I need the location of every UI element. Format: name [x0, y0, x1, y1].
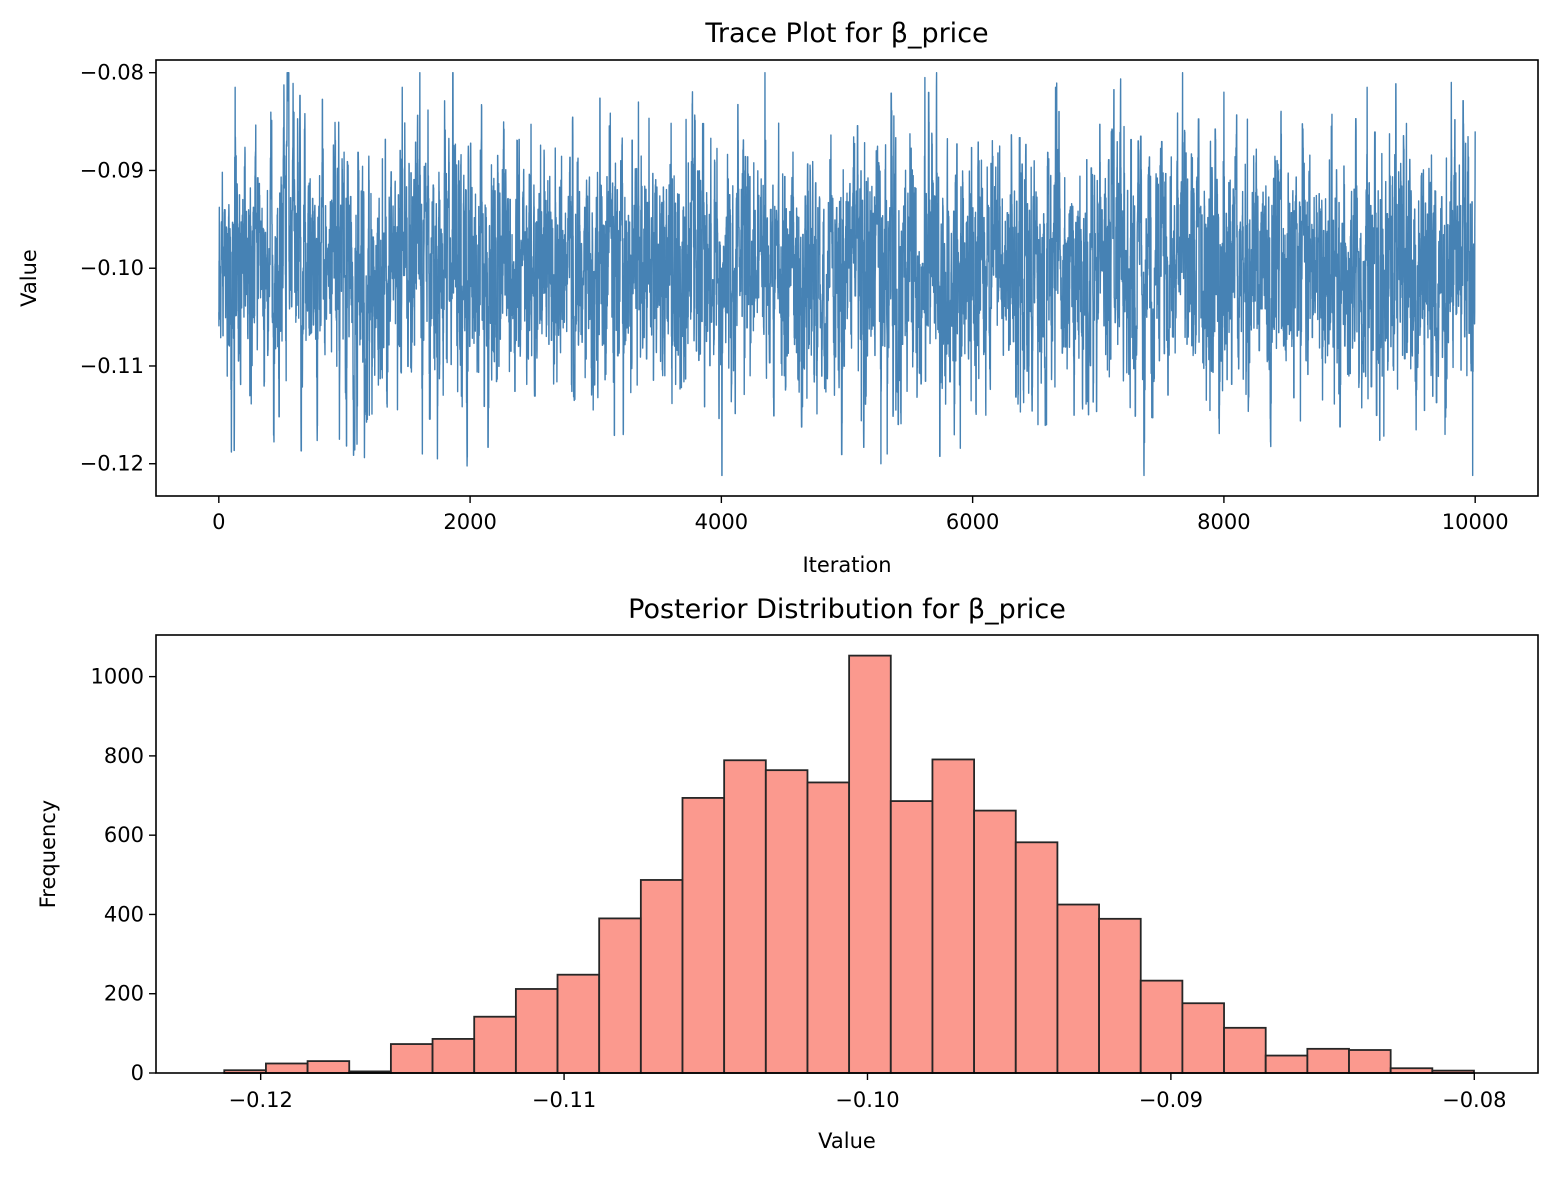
histogram-frame [155, 634, 1539, 1074]
trace-x-tick-label: 8000 [1197, 510, 1250, 534]
histogram-bar [1348, 1049, 1392, 1074]
histogram-y-axis-label: Frequency [36, 800, 60, 909]
histogram-bar [265, 1062, 309, 1074]
histogram-bar [306, 1060, 351, 1074]
histogram-bar [431, 1038, 476, 1074]
histogram-y-tick-label: 200 [104, 982, 144, 1006]
trace-plot-title: Trace Plot for β_price [704, 18, 988, 49]
histogram-bar [931, 758, 976, 1074]
trace-x-axis: 0 2000 4000 6000 8000 10000 [212, 496, 1509, 534]
trace-x-axis-label: Iteration [802, 553, 891, 577]
histogram-bar [556, 973, 601, 1074]
histogram-bar [848, 654, 892, 1074]
trace-y-axis: −0.12 −0.11 −0.10 −0.09 −0.08 [80, 61, 156, 476]
histogram-bar [473, 1015, 517, 1074]
histogram-x-tick-label: −0.11 [532, 1088, 596, 1112]
histogram-plot: Posterior Distribution for β_price −0.12… [36, 594, 1539, 1153]
histogram-y-axis: 0 200 400 600 800 1000 [91, 665, 156, 1085]
trace-x-tick-label: 10000 [1442, 510, 1509, 534]
histogram-bar [1139, 979, 1184, 1074]
histogram-x-tick-label: −0.10 [835, 1088, 899, 1112]
trace-x-tick-label: 0 [212, 510, 225, 534]
histogram-x-axis: −0.12 −0.11 −0.10 −0.09 −0.08 [228, 1073, 1506, 1112]
trace-plot: Trace Plot for β_price 0 2000 4000 6000 8000… [17, 18, 1539, 577]
trace-series-line [218, 72, 1476, 477]
trace-y-tick-label: −0.10 [80, 256, 144, 280]
histogram-title: Posterior Distribution for β_price [628, 594, 1066, 625]
histogram-bar [1223, 1026, 1267, 1074]
histogram-bar [973, 809, 1017, 1074]
histogram-bar [514, 988, 559, 1074]
trace-x-tick-label: 2000 [443, 510, 496, 534]
trace-plot-frame [155, 59, 1539, 497]
histogram-y-tick-label: 1000 [91, 665, 144, 689]
trace-y-tick-label: −0.12 [80, 452, 144, 476]
histogram-bar [1014, 841, 1059, 1074]
trace-y-axis-label: Value [17, 249, 41, 307]
histogram-y-tick-label: 0 [131, 1061, 144, 1085]
histogram-bar [806, 781, 851, 1074]
trace-y-tick-label: −0.08 [80, 61, 144, 85]
histogram-x-tick-label: −0.12 [228, 1088, 292, 1112]
histogram-x-tick-label: −0.09 [1139, 1088, 1203, 1112]
histogram-bar [889, 800, 934, 1074]
histogram-y-tick-label: 600 [104, 823, 144, 847]
histogram-y-tick-label: 800 [104, 744, 144, 768]
histogram-bar [639, 879, 684, 1074]
histogram-bar [1056, 903, 1100, 1074]
histogram-bars [223, 654, 1475, 1074]
histogram-bar [1181, 1002, 1225, 1074]
trace-x-tick-label: 4000 [695, 510, 748, 534]
trace-y-tick-label: −0.09 [80, 158, 144, 182]
histogram-bar [1098, 917, 1142, 1074]
histogram-bar [764, 769, 809, 1074]
histogram-bar [389, 1043, 434, 1074]
histogram-x-axis-label: Value [818, 1129, 876, 1153]
trace-series-layer [218, 72, 1476, 477]
trace-x-tick-label: 6000 [946, 510, 999, 534]
histogram-bar [681, 797, 726, 1074]
histogram-bar [723, 759, 767, 1074]
histogram-bar [1264, 1054, 1309, 1074]
histogram-bar [1306, 1047, 1350, 1074]
histogram-bar [598, 917, 642, 1074]
histogram-x-tick-label: −0.08 [1442, 1088, 1506, 1112]
histogram-y-tick-label: 400 [104, 902, 144, 926]
trace-y-tick-label: −0.11 [80, 354, 144, 378]
